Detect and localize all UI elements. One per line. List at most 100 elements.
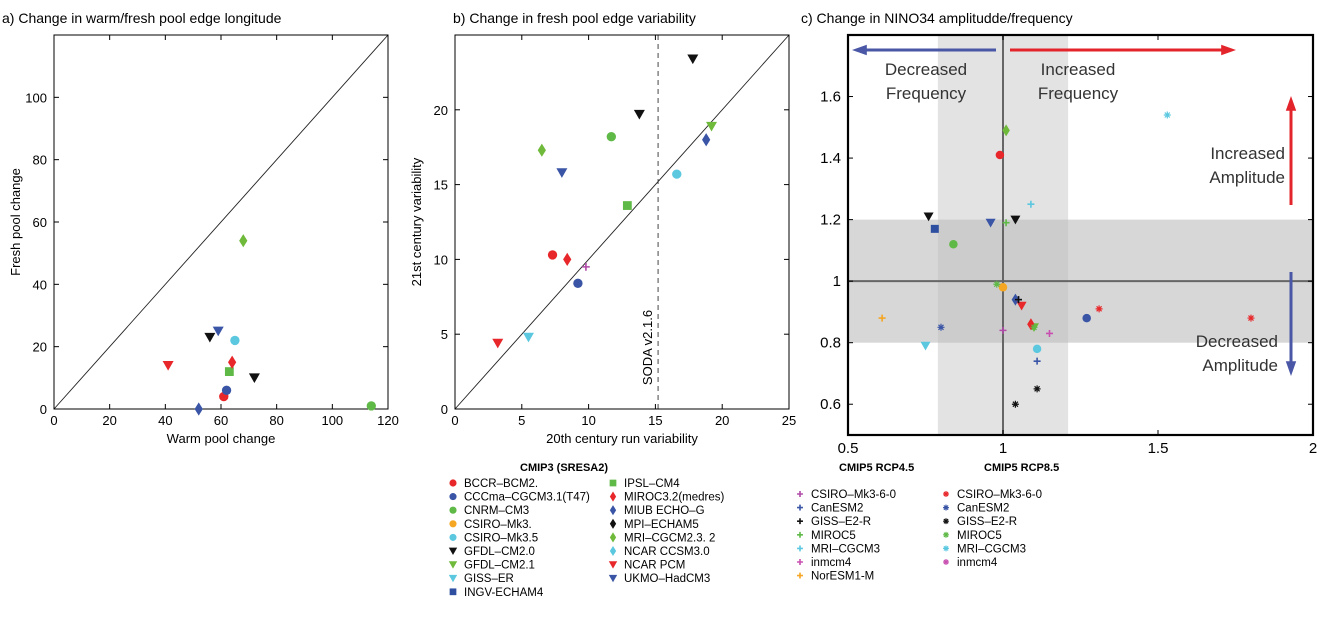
panel-a-xtick-label: 20 xyxy=(102,413,116,428)
data-point xyxy=(1016,301,1027,311)
increased-amplitude-arrow-head xyxy=(1285,96,1297,111)
panel-b-xlabel: 20th century run variability xyxy=(546,431,698,446)
legend-marker xyxy=(943,518,949,525)
decreased-frequency-label: Frequency xyxy=(886,84,967,103)
data-point xyxy=(1015,296,1022,304)
data-point xyxy=(1033,385,1041,393)
legend-marker xyxy=(609,479,617,487)
panel-a-ytick-label: 40 xyxy=(33,277,47,292)
data-point xyxy=(573,278,583,289)
data-point xyxy=(993,280,1001,288)
data-point xyxy=(537,143,546,157)
data-point xyxy=(930,224,939,233)
data-point xyxy=(633,109,645,120)
data-point xyxy=(366,401,376,411)
legend-label: CCCma–CGCM3.1(T47) xyxy=(464,492,590,504)
legend-title: CMIP5 RCP8.5 xyxy=(984,462,1059,474)
legend-label: CSIRO–Mk3-6-0 xyxy=(811,489,896,501)
data-point xyxy=(1027,200,1035,208)
legend-label: INGV-ECHAM4 xyxy=(464,587,544,599)
panel-c-title: c) Change in NINO34 amplitudde/frequency xyxy=(801,10,1073,26)
panel-c-xtick-label: 0.5 xyxy=(838,440,859,457)
panel-a-xtick-label: 80 xyxy=(269,413,283,428)
legend-marker xyxy=(797,504,803,511)
data-point xyxy=(1163,111,1171,119)
data-point xyxy=(1002,124,1010,137)
panel-c-xtick-label: 2 xyxy=(1309,440,1317,457)
legend-label: NCAR PCM xyxy=(624,560,685,572)
panel-b-xtick-label: 5 xyxy=(518,413,525,428)
legend-marker xyxy=(797,572,803,579)
data-point xyxy=(998,283,1008,292)
legend-label: CSIRO–Mk3.5 xyxy=(464,532,538,544)
panel-c-ytick-label: 1.6 xyxy=(820,89,841,106)
data-point xyxy=(582,263,590,271)
panel-b-xtick-label: 20 xyxy=(715,413,729,428)
legend-label: inmcm4 xyxy=(957,557,998,569)
panel-a-xlabel: Warm pool change xyxy=(167,431,276,446)
legend-marker xyxy=(797,518,803,525)
legend-label: UKMO–HadCM3 xyxy=(624,573,710,585)
panel-b-ytick-label: 5 xyxy=(441,327,448,342)
panel-b-xtick-label: 15 xyxy=(648,413,662,428)
data-point xyxy=(706,121,718,132)
panel-c-frame xyxy=(846,33,1315,437)
legend-label: MIROC3.2(medres) xyxy=(624,492,724,504)
panel-c-xtick-label: 1 xyxy=(999,440,1007,457)
panel-b-xtick-label: 25 xyxy=(782,413,796,428)
panel-a-title: a) Change in warm/fresh pool edge longit… xyxy=(2,10,282,26)
data-point xyxy=(1032,344,1042,354)
data-point xyxy=(228,355,237,369)
legend-marker xyxy=(449,520,457,528)
data-point xyxy=(194,402,203,416)
panel-c-ytick-label: 1 xyxy=(833,273,841,290)
data-point xyxy=(1046,329,1053,337)
panel-c-ytick-label: 0.8 xyxy=(820,335,841,352)
data-point xyxy=(1002,219,1010,227)
data-point xyxy=(1082,313,1091,323)
panel-a-ytick-label: 100 xyxy=(25,90,47,105)
increased-amplitude-label: Amplitude xyxy=(1209,168,1285,187)
legend-label: IPSL–CM4 xyxy=(624,478,680,490)
legend-marker xyxy=(448,547,458,555)
data-point xyxy=(563,252,572,266)
data-point xyxy=(995,150,1005,160)
data-point xyxy=(1095,305,1103,313)
panel-a-ytick-label: 20 xyxy=(33,340,47,355)
legend-label: GISS–E2-R xyxy=(811,516,871,528)
data-point xyxy=(687,54,699,65)
data-point xyxy=(920,341,931,351)
data-point xyxy=(1010,215,1021,225)
legend-marker xyxy=(943,504,949,511)
legend-marker xyxy=(943,491,949,497)
legend-label: MIROC5 xyxy=(811,530,856,542)
legend-marker xyxy=(449,533,457,541)
legend-label: GFDL–CM2.0 xyxy=(464,546,535,558)
legend-label: GISS–E2-R xyxy=(957,516,1017,528)
legend-label: GISS–ER xyxy=(464,573,514,585)
increased-frequency-arrow-head xyxy=(1221,44,1236,56)
soda-label: SODA v2.1.6 xyxy=(640,310,655,385)
data-point xyxy=(492,338,504,349)
data-point xyxy=(1033,357,1041,365)
decreased-amplitude-arrow-head xyxy=(1285,361,1297,376)
legend-label: CanESM2 xyxy=(957,503,1009,515)
data-point xyxy=(212,326,224,337)
legend-marker xyxy=(608,574,618,583)
legend-marker xyxy=(797,559,803,565)
data-point xyxy=(985,218,996,228)
legend-label: MIUB ECHO–G xyxy=(624,505,705,517)
legend-marker xyxy=(609,491,617,502)
data-point xyxy=(221,385,232,395)
panel-a-xtick-label: 100 xyxy=(321,413,343,428)
panel-b-ytick-label: 0 xyxy=(441,402,448,417)
legend-marker xyxy=(797,531,803,538)
decreased-amplitude-label: Decreased xyxy=(1196,332,1278,351)
legend-marker xyxy=(797,491,803,497)
panel-b-ytick-label: 10 xyxy=(434,252,448,267)
panel-b-one-to-one-line xyxy=(454,34,790,410)
legend-label: MRI–CGCM3 xyxy=(811,543,880,555)
panel-c-ytick-label: 0.6 xyxy=(820,396,841,413)
data-point xyxy=(556,168,568,178)
panel-a-xtick-label: 0 xyxy=(50,413,57,428)
